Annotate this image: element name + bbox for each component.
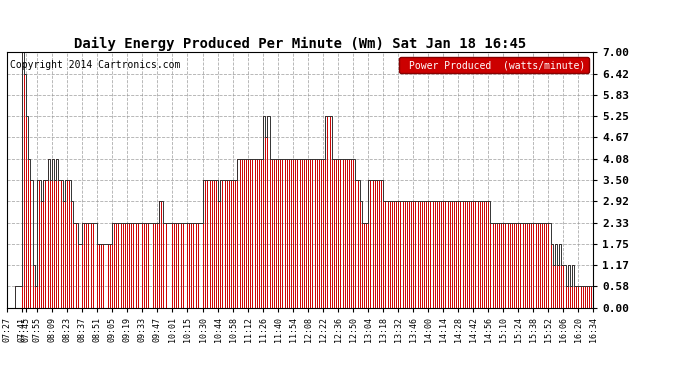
Text: Copyright 2014 Cartronics.com: Copyright 2014 Cartronics.com bbox=[10, 60, 180, 70]
Legend: Power Produced  (watts/minute): Power Produced (watts/minute) bbox=[399, 57, 589, 73]
Title: Daily Energy Produced Per Minute (Wm) Sat Jan 18 16:45: Daily Energy Produced Per Minute (Wm) Sa… bbox=[74, 37, 526, 51]
